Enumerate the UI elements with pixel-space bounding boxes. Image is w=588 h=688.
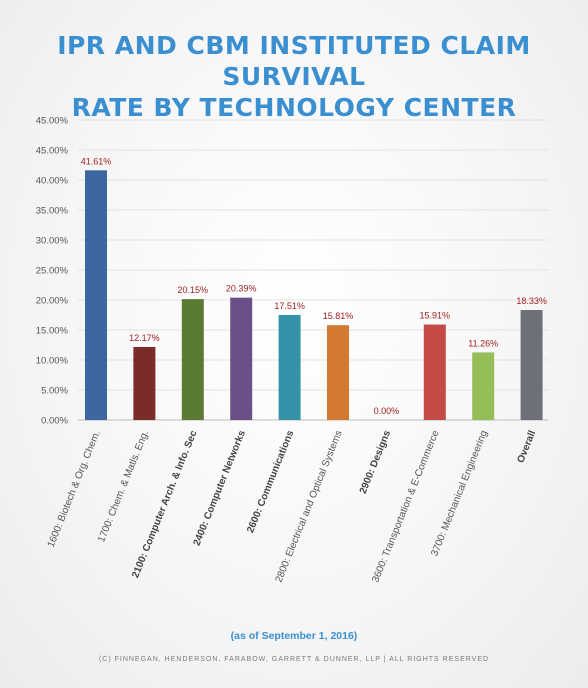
data-label: 15.81% [323,311,354,321]
y-tick-label: 20.00% [36,296,69,307]
y-tick-label: 30.00% [36,236,69,247]
data-label: 18.33% [516,296,547,306]
y-axis-ticks: 0.00% 5.00% 10.00% 15.00% 20.00% 25.00% 30.00%… [36,116,69,427]
data-label: 12.17% [129,333,160,343]
y-tick-label: 10.00% [36,356,69,367]
y-tick-label: 45.00% [36,116,69,127]
value-labels: 41.61% 12.17% 20.15% 20.39% 17.51% 15.81% 0.00… [81,156,547,416]
y-tick-label: 40.00% [36,176,69,187]
y-tick-label: 0.00% [41,416,68,427]
bar [327,325,349,420]
chart-title: IPR AND CBM INSTITUTED CLAIM SURVIVAL RA… [0,30,588,123]
bar [230,297,253,420]
data-label: 11.26% [468,338,498,348]
chart-title-line-1: IPR AND CBM INSTITUTED CLAIM SURVIVAL [57,31,531,91]
chart-title-line-2: RATE BY TECHNOLOGY CENTER [71,93,517,122]
x-tick-label: 2400: Computer Networks [192,429,249,548]
data-label: 0.00% [374,406,400,416]
bars [85,170,543,420]
bar [520,310,543,420]
x-tick-label: Overall [515,429,538,465]
grid-lines [78,119,548,421]
x-tick-label: 3700: Mechanical Engineering [429,429,490,558]
x-tick-label: 1700: Chem. & Matls. Eng. [96,429,151,544]
y-tick-label: 25.00% [36,266,69,277]
x-tick-label: 2600: Communications [245,429,296,535]
y-tick-label: 5.00% [41,386,68,397]
bar [181,299,204,420]
date-note: (as of September 1, 2016) [230,630,358,642]
bar [133,346,156,420]
data-label: 41.61% [81,156,112,166]
x-tick-label: 1600: Biotech & Org. Chem. [46,429,103,549]
bar [85,170,107,420]
data-label: 20.39% [226,284,257,294]
bar [278,314,301,420]
y-tick-label: 35.00% [36,206,69,217]
x-axis-labels: 1600: Biotech & Org. Chem.1700: Chem. & … [46,429,539,585]
data-label: 17.51% [274,301,305,311]
data-label: 15.91% [420,311,451,321]
data-label: 20.15% [178,285,209,295]
y-tick-label: 15.00% [36,326,69,337]
bar [472,352,495,420]
x-tick-label: 2900: Designs [358,429,394,496]
bar [423,324,446,420]
copyright-notice: (C) FINNEGAN, HENDERSON, FARABOW, GARRET… [98,656,490,663]
y-tick-label: 45.00% [36,146,69,157]
